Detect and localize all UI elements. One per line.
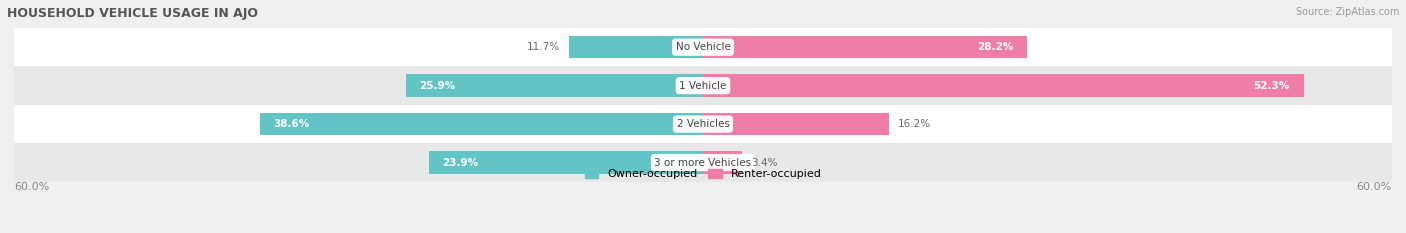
Bar: [703, 151, 742, 174]
Text: 52.3%: 52.3%: [1254, 81, 1289, 91]
Bar: [703, 75, 1303, 97]
Text: 3 or more Vehicles: 3 or more Vehicles: [654, 158, 752, 168]
Text: HOUSEHOLD VEHICLE USAGE IN AJO: HOUSEHOLD VEHICLE USAGE IN AJO: [7, 7, 259, 20]
Bar: [568, 36, 703, 58]
Bar: [14, 66, 1392, 105]
Text: 11.7%: 11.7%: [526, 42, 560, 52]
Text: 25.9%: 25.9%: [419, 81, 456, 91]
Text: No Vehicle: No Vehicle: [675, 42, 731, 52]
Bar: [405, 75, 703, 97]
Text: 38.6%: 38.6%: [274, 119, 309, 129]
Text: 1 Vehicle: 1 Vehicle: [679, 81, 727, 91]
Text: Source: ZipAtlas.com: Source: ZipAtlas.com: [1295, 7, 1399, 17]
Text: 2 Vehicles: 2 Vehicles: [676, 119, 730, 129]
Bar: [260, 113, 703, 135]
Bar: [14, 28, 1392, 66]
Bar: [14, 143, 1392, 182]
Bar: [703, 36, 1026, 58]
Bar: [14, 105, 1392, 143]
Bar: [429, 151, 703, 174]
Text: 28.2%: 28.2%: [977, 42, 1012, 52]
Text: 3.4%: 3.4%: [751, 158, 778, 168]
Legend: Owner-occupied, Renter-occupied: Owner-occupied, Renter-occupied: [581, 164, 825, 184]
Text: 23.9%: 23.9%: [443, 158, 478, 168]
Bar: [703, 113, 889, 135]
Text: 60.0%: 60.0%: [1357, 182, 1392, 192]
Text: 60.0%: 60.0%: [14, 182, 49, 192]
Text: 16.2%: 16.2%: [898, 119, 931, 129]
